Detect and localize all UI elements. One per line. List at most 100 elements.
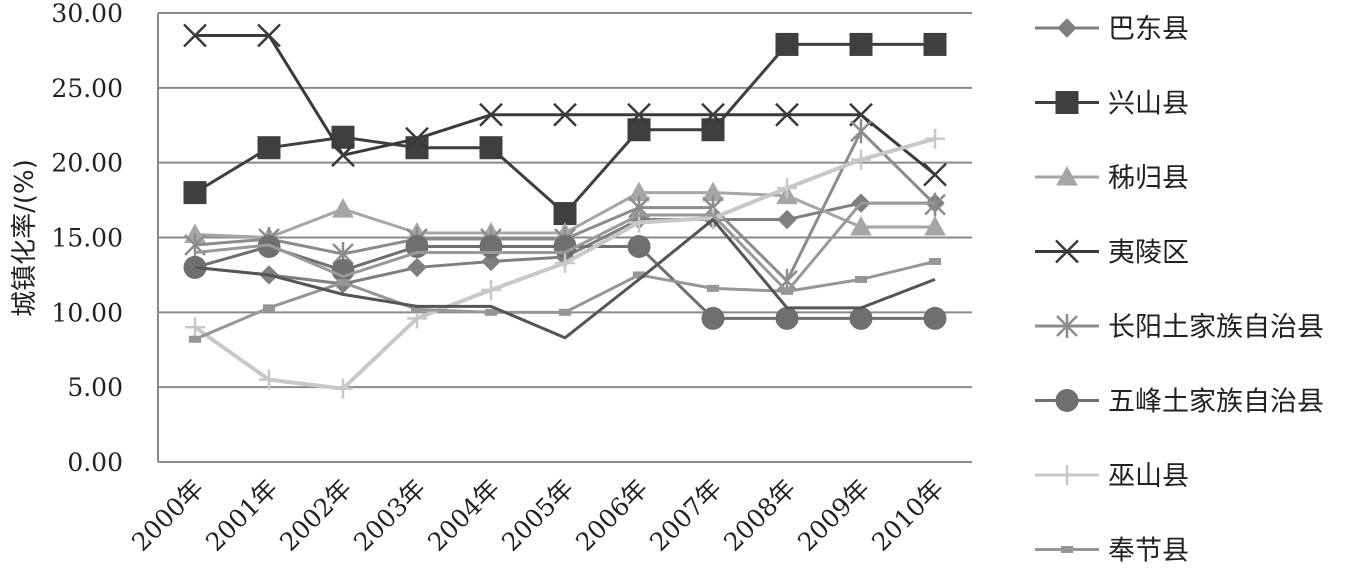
data-point <box>558 308 572 316</box>
x-axis: 2000年2001年2002年2003年2004年2005年2006年2007年… <box>126 474 949 557</box>
data-point <box>706 284 720 292</box>
data-point <box>850 119 872 144</box>
data-point <box>259 369 279 390</box>
data-point <box>1057 465 1077 485</box>
data-point <box>333 378 353 399</box>
data-point <box>701 102 725 127</box>
data-point <box>553 102 577 127</box>
data-point <box>775 32 799 56</box>
series-2 <box>183 32 947 226</box>
series-group <box>183 23 947 399</box>
data-point <box>405 136 429 160</box>
y-tick-label: 0.00 <box>67 448 123 477</box>
data-point <box>854 275 868 283</box>
data-point <box>627 118 651 142</box>
data-point <box>484 308 498 316</box>
data-point <box>331 143 355 168</box>
data-point <box>1055 239 1079 264</box>
data-point <box>183 181 207 205</box>
y-tick-label: 15.00 <box>51 224 123 253</box>
data-point <box>928 257 942 265</box>
data-point <box>1056 314 1078 338</box>
legend-item: 秭归县 <box>1035 163 1189 194</box>
data-point <box>1057 18 1077 38</box>
x-tick-label: 2004年 <box>422 474 505 557</box>
series-line <box>195 33 936 176</box>
data-point <box>925 128 945 149</box>
data-point <box>627 234 651 258</box>
legend-label: 兴山县 <box>1108 89 1189 120</box>
data-point <box>336 278 350 286</box>
data-point <box>332 198 354 218</box>
data-point <box>923 162 947 187</box>
data-point <box>849 32 873 56</box>
legend-item: 巴东县 <box>1035 14 1189 45</box>
y-tick-label: 10.00 <box>51 298 123 327</box>
legend-label: 巫山县 <box>1108 461 1189 492</box>
legend-item: 巫山县 <box>1035 461 1189 492</box>
data-point <box>775 306 799 330</box>
data-point <box>1055 389 1079 412</box>
data-point <box>555 252 575 273</box>
data-point <box>481 251 501 272</box>
data-point <box>775 102 799 127</box>
data-point <box>701 306 725 330</box>
legend-item: 奉节县 <box>1035 536 1189 567</box>
data-point <box>183 23 207 48</box>
y-axis-label: 城镇化率/(%) <box>10 159 40 317</box>
data-point <box>188 335 202 343</box>
data-point <box>331 258 355 282</box>
x-tick-label: 2000年 <box>126 474 209 557</box>
x-tick-label: 2002年 <box>274 474 357 557</box>
series-7 <box>185 128 945 399</box>
data-point <box>777 209 797 230</box>
legend-item: 兴山县 <box>1035 89 1189 120</box>
x-tick-label: 2003年 <box>348 474 431 557</box>
data-point <box>185 317 205 338</box>
data-point <box>262 304 276 312</box>
data-point <box>849 102 873 127</box>
legend-item: 长阳土家族自治县 <box>1035 312 1324 343</box>
data-point <box>481 279 501 300</box>
data-point <box>405 126 429 151</box>
x-tick-label: 2005年 <box>496 474 579 557</box>
data-point <box>923 32 947 56</box>
data-point <box>1055 91 1079 114</box>
data-point <box>257 136 281 160</box>
data-point <box>479 102 503 127</box>
data-point <box>1060 546 1074 553</box>
data-point <box>777 178 797 199</box>
legend-item: 五峰土家族自治县 <box>1035 387 1324 418</box>
y-tick-label: 25.00 <box>51 74 123 103</box>
data-point <box>627 102 651 127</box>
data-point <box>701 118 725 142</box>
series-line <box>194 218 936 340</box>
y-tick-label: 20.00 <box>51 149 123 178</box>
series-9 <box>194 218 936 340</box>
x-tick-label: 2001年 <box>200 474 283 557</box>
series-line <box>194 259 936 341</box>
x-tick-label: 2009年 <box>792 474 875 557</box>
data-point <box>851 149 871 170</box>
legend-label: 长阳土家族自治县 <box>1108 312 1324 343</box>
legend-label: 夷陵区 <box>1108 238 1189 269</box>
legend-label: 秭归县 <box>1108 163 1189 194</box>
series-10 <box>194 201 935 293</box>
x-tick-label: 2008年 <box>718 474 801 557</box>
series-line <box>194 201 935 293</box>
data-point <box>850 215 872 236</box>
legend-item: 夷陵区 <box>1035 238 1189 269</box>
x-tick-label: 2010年 <box>866 474 949 557</box>
series-line <box>194 42 935 216</box>
y-axis: 0.00 5.00 10.00 15.00 20.00 25.00 30.00 <box>51 0 159 477</box>
data-point <box>257 23 281 48</box>
data-point <box>479 234 503 258</box>
data-point <box>479 136 503 160</box>
y-tick-label: 5.00 <box>67 373 123 402</box>
data-point <box>553 202 577 226</box>
data-point <box>923 306 947 330</box>
data-point <box>849 306 873 330</box>
x-tick-label: 2006年 <box>570 474 653 557</box>
x-tick-label: 2007年 <box>644 474 727 557</box>
